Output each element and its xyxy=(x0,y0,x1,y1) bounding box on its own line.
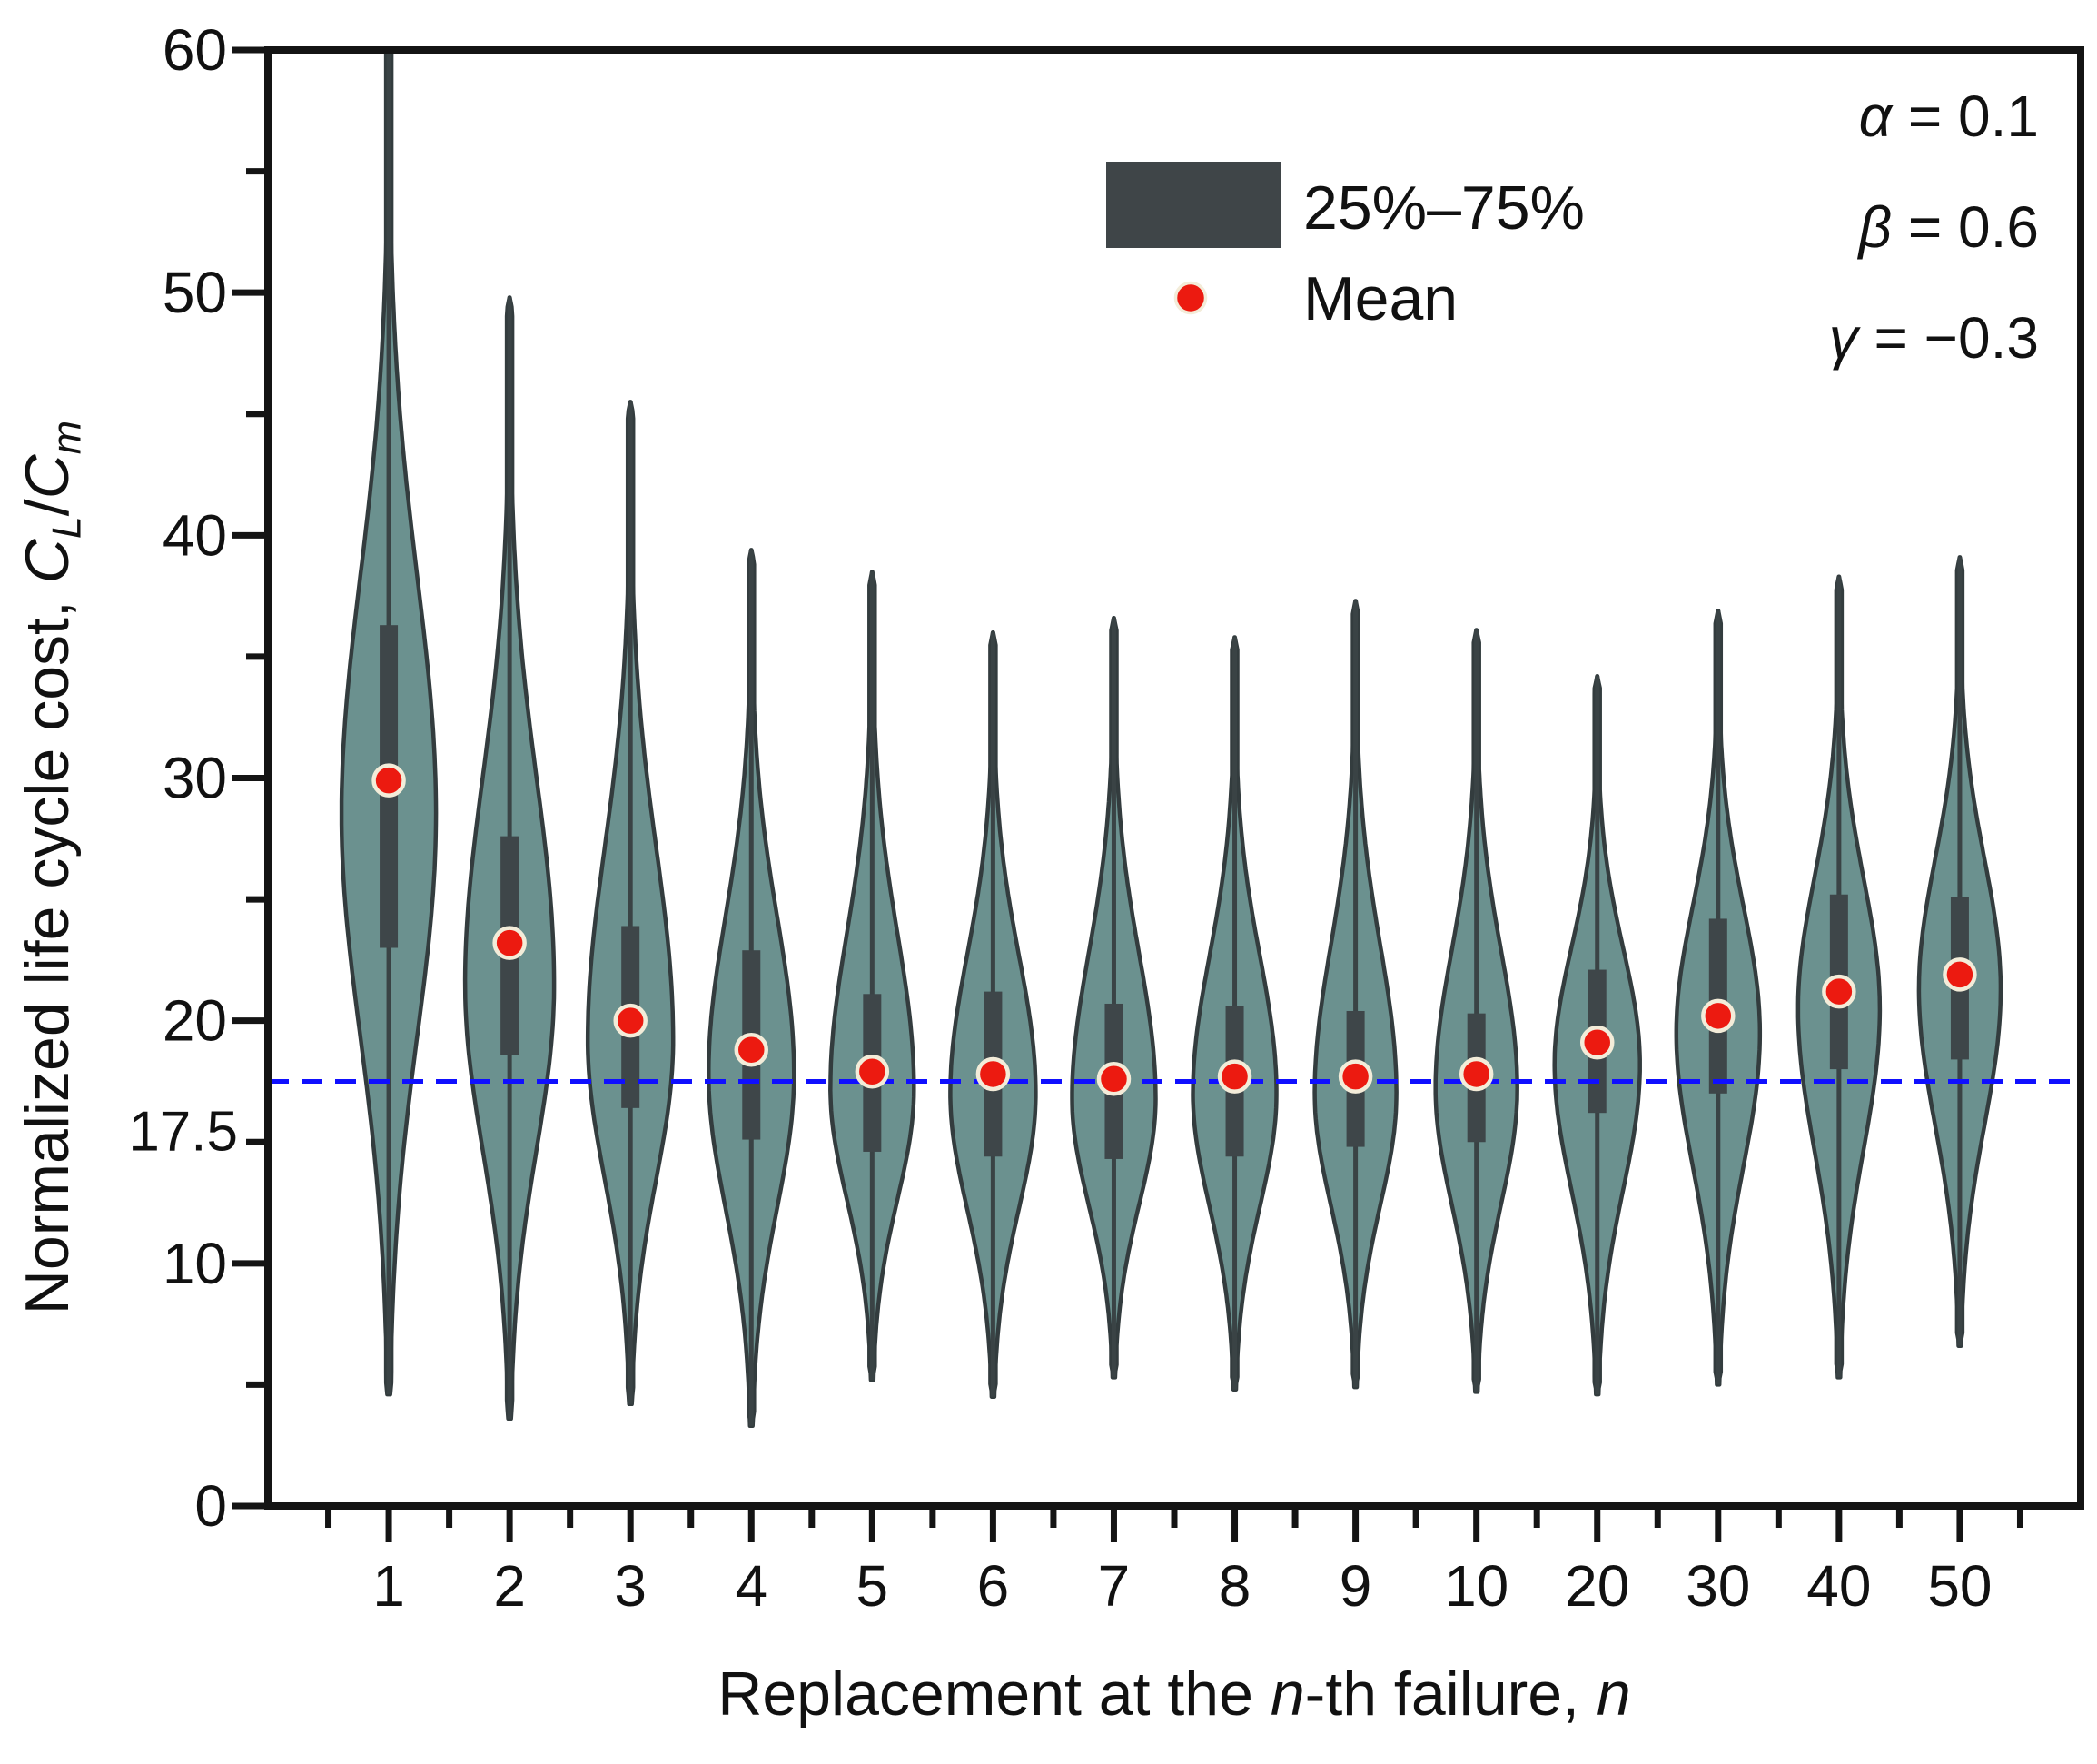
y-tick-label-10: 10 xyxy=(163,1231,227,1296)
violin-group-n4 xyxy=(707,548,796,1429)
annotation-3: γ = −0.3 xyxy=(1829,305,2039,371)
mean-dot-n1 xyxy=(371,763,406,798)
annotation-symbol: γ xyxy=(1829,305,1862,371)
annotation-symbol: α xyxy=(1859,84,1894,149)
x-tick-label-2: 2 xyxy=(493,1553,526,1619)
annotation-1: α = 0.1 xyxy=(1859,84,2039,149)
y-axis-title-part: m xyxy=(44,421,90,454)
y-axis-title: Normalized life cycle cost, CL/Cm xyxy=(13,421,90,1314)
mean-dot-n40 xyxy=(1822,974,1856,1009)
annotation-symbol: β xyxy=(1857,194,1893,260)
violin-group-n9 xyxy=(1312,599,1399,1390)
annotation-value: = 0.1 xyxy=(1892,84,2039,149)
violin-group-n3 xyxy=(585,400,676,1407)
x-axis-title-part: n xyxy=(1597,1660,1631,1729)
legend-mean-label: Mean xyxy=(1303,264,1458,333)
mean-dot-n20 xyxy=(1579,1025,1615,1060)
y-tick-label-0: 0 xyxy=(194,1473,227,1539)
legend xyxy=(1106,162,1281,315)
x-tick-label-4: 4 xyxy=(735,1553,767,1619)
annotation-value: = −0.3 xyxy=(1858,305,2039,371)
mean-dots-layer xyxy=(371,763,1977,1096)
violins-layer xyxy=(339,50,2003,1429)
y-tick-label-50: 50 xyxy=(163,260,227,325)
x-tick-label-30: 30 xyxy=(1686,1553,1750,1619)
x-tick-label-9: 9 xyxy=(1340,1553,1372,1619)
mean-dot-n8 xyxy=(1217,1059,1252,1094)
annotation-2: β = 0.6 xyxy=(1857,194,2039,260)
y-axis-title-part: C xyxy=(13,538,82,583)
mean-dot-n5 xyxy=(855,1055,890,1089)
x-axis-title-part: n xyxy=(1271,1660,1305,1729)
mean-dot-n3 xyxy=(613,1003,648,1038)
mean-dot-n50 xyxy=(1943,957,1977,992)
violin-group-n7 xyxy=(1070,615,1158,1380)
mean-dot-n9 xyxy=(1338,1059,1373,1094)
x-tick-label-6: 6 xyxy=(977,1553,1010,1619)
annotation-value: = 0.6 xyxy=(1892,194,2039,260)
x-axis-title-part: Replacement at the xyxy=(717,1660,1271,1729)
violin-group-n8 xyxy=(1191,635,1279,1392)
y-axis-title-part: L xyxy=(44,516,90,539)
reference-value-label: 17.5 xyxy=(128,1100,238,1163)
legend-iqr-swatch xyxy=(1106,162,1281,248)
x-tick-label-8: 8 xyxy=(1219,1553,1251,1619)
mean-dot-n4 xyxy=(734,1032,769,1067)
y-axis-title-part: / xyxy=(13,499,82,516)
mean-dot-n6 xyxy=(975,1056,1011,1092)
violin-group-n50 xyxy=(1916,555,2003,1348)
y-axis-title-part: C xyxy=(13,453,82,499)
y-tick-label-60: 60 xyxy=(163,17,227,83)
x-tick-label-3: 3 xyxy=(614,1553,647,1619)
violin-group-n1 xyxy=(339,50,439,1397)
mean-dot-n10 xyxy=(1459,1056,1494,1092)
mean-dot-n30 xyxy=(1701,998,1736,1034)
y-tick-label-30: 30 xyxy=(163,746,227,811)
x-tick-label-20: 20 xyxy=(1565,1553,1629,1619)
x-tick-label-10: 10 xyxy=(1444,1553,1508,1619)
x-tick-label-40: 40 xyxy=(1806,1553,1871,1619)
y-tick-label-20: 20 xyxy=(163,988,227,1054)
mean-dot-n7 xyxy=(1096,1062,1132,1096)
mean-dot-n2 xyxy=(492,926,527,960)
x-tick-label-7: 7 xyxy=(1098,1553,1131,1619)
legend-mean-dot xyxy=(1173,281,1208,315)
y-tick-label-40: 40 xyxy=(163,502,227,568)
x-axis-title: Replacement at the n-th failure, n xyxy=(717,1660,1631,1729)
x-axis-title-part: -th failure, xyxy=(1305,1660,1597,1729)
x-tick-label-1: 1 xyxy=(372,1553,405,1619)
violin-group-n2 xyxy=(462,295,557,1422)
x-tick-label-50: 50 xyxy=(1927,1553,1992,1619)
violin-group-n30 xyxy=(1674,608,1763,1387)
y-axis-title-part: Normalized life cycle cost, xyxy=(13,583,82,1314)
x-tick-label-5: 5 xyxy=(856,1553,889,1619)
legend-iqr-label: 25%–75% xyxy=(1303,173,1585,243)
